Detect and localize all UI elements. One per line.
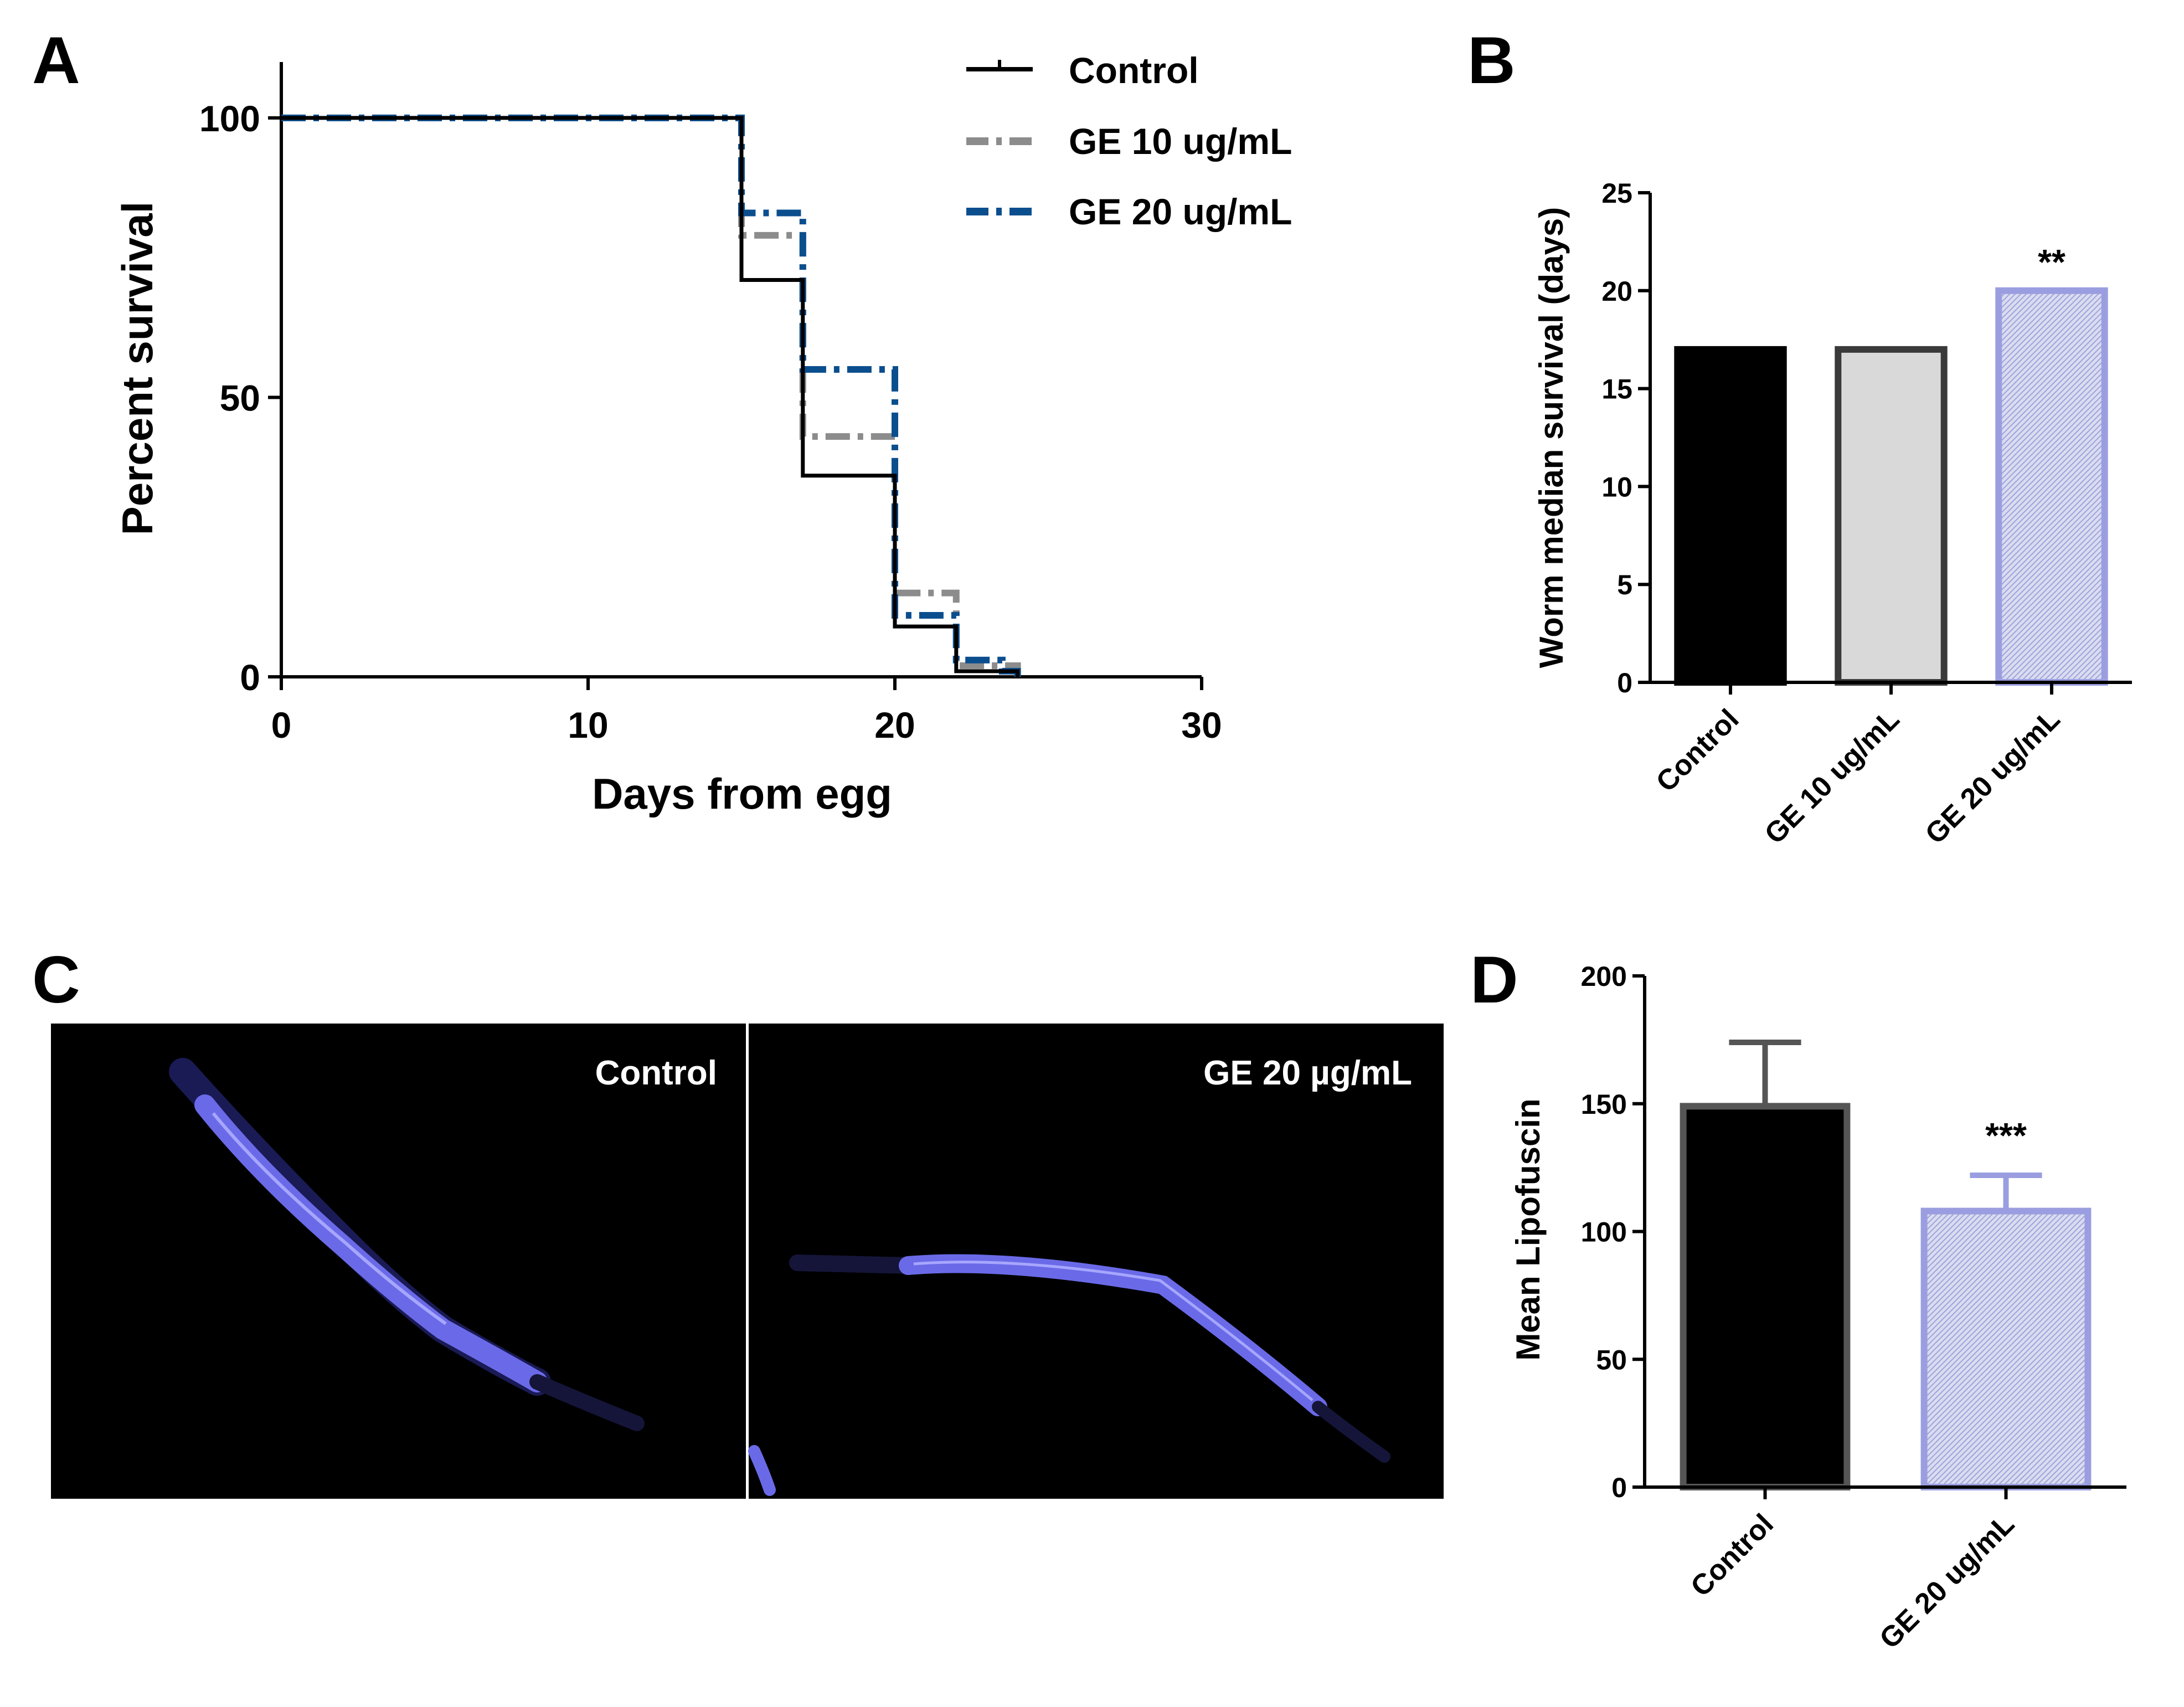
bar-control [1674, 346, 1787, 686]
worm-gut-ge20 [913, 1261, 1314, 1401]
significance-marker: *** [1985, 1115, 2027, 1155]
x-tick-label-a: 0 [271, 705, 292, 745]
x-tick-label-a: 20 [874, 705, 915, 745]
legend-label-control: Control [1069, 50, 1199, 91]
panel-letter-d: D [1470, 943, 1518, 1017]
legend-label-ge20: GE 20 ug/mL [1069, 191, 1292, 232]
image-divider [746, 1024, 749, 1499]
y-tick-label-d: 150 [1581, 1089, 1627, 1120]
series-line-ge-10-ug-ml [281, 114, 1021, 677]
y-tick-label-b: 15 [1601, 374, 1632, 405]
y-tick-label-d: 0 [1611, 1472, 1627, 1503]
legend: Control GE 10 ug/mL GE 20 ug/mL [966, 50, 1292, 232]
bar-control [1680, 1103, 1851, 1490]
worm-control [194, 1094, 548, 1392]
worm-fragment-ge20 [748, 1445, 776, 1496]
worm-head-ge20 [789, 1254, 916, 1274]
bar-ge-20-ug-ml [1920, 1207, 2092, 1491]
worm-tail-control [529, 1374, 645, 1431]
y-tick-label-a: 50 [220, 377, 260, 418]
panel-letter-a: A [32, 23, 80, 97]
worm-gut-control [212, 1112, 447, 1325]
category-label: Control [1650, 703, 1745, 798]
series-line-control [281, 116, 1020, 677]
panel-letter-b: B [1467, 23, 1516, 97]
y-tick-label-b: 5 [1617, 569, 1632, 600]
y-tick-label-b: 10 [1601, 471, 1632, 502]
category-label: GE 20 ug/mL [1873, 1508, 2021, 1655]
lipofuscin-chart: *** 0 50 100 150 200 Control GE 20 ug/mL Mean … [1510, 961, 2126, 1655]
category-label: Control [1685, 1508, 1780, 1603]
y-tick-label-a: 100 [199, 98, 260, 139]
y-tick-label-a: 0 [240, 657, 260, 698]
panel-letter-c: C [32, 943, 80, 1017]
y-tick-label-d: 50 [1596, 1344, 1627, 1375]
x-tick-label-a: 10 [568, 705, 608, 745]
bar-ge-20-ug-ml [1995, 287, 2108, 686]
y-axis-title: Percent survival [113, 202, 162, 536]
y-tick-label-b: 25 [1601, 178, 1632, 209]
y-axis-title-b: Worm median survival (days) [1533, 207, 1570, 669]
y-tick-label-d: 200 [1581, 961, 1627, 992]
y-tick-label-b: 0 [1617, 667, 1632, 698]
x-axis-title: Days from egg [592, 769, 892, 818]
y-tick-label-d: 100 [1581, 1217, 1627, 1248]
worm-tail-ge20 [1312, 1401, 1390, 1463]
median-survival-chart: ** 0 5 10 15 20 25 Control GE 10 ug/mL GE 20 ug/… [1533, 178, 2132, 850]
survival-chart: 0 10 20 30 0 50 100 Days from egg Percent surv… [113, 50, 1292, 818]
y-axis-title-d: Mean Lipofuscin [1510, 1098, 1547, 1360]
image-label-ge20: GE 20 µg/mL [1203, 1054, 1412, 1092]
significance-marker: ** [2038, 242, 2065, 282]
bar-ge-10-ug-ml [1835, 346, 1948, 686]
category-label: GE 20 ug/mL [1919, 703, 2067, 850]
y-tick-label-b: 20 [1601, 276, 1632, 307]
microscopy-images: Control GE 20 µg/mL [51, 1024, 1444, 1499]
legend-label-ge10: GE 10 ug/mL [1069, 121, 1292, 162]
category-label: GE 10 ug/mL [1759, 703, 1906, 850]
image-label-control: Control [595, 1054, 717, 1092]
x-tick-label-a: 30 [1181, 705, 1222, 745]
